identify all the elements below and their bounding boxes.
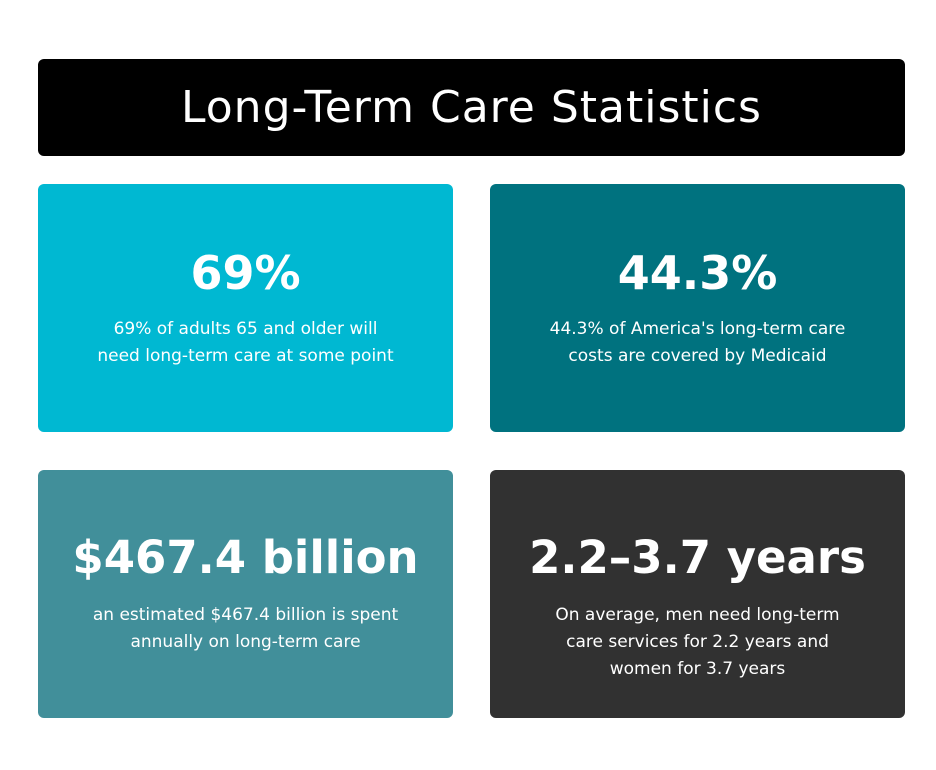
- stat-description: On average, men need long-term care serv…: [510, 602, 885, 683]
- page-title: Long-Term Care Statistics: [181, 82, 762, 133]
- stat-description-line: need long-term care at some point: [97, 346, 394, 366]
- stat-value: 2.2–3.7 years: [529, 531, 866, 584]
- stat-description: an estimated $467.4 billion is spent ann…: [58, 602, 433, 656]
- stat-description-line: 44.3% of America's long-term care: [549, 319, 846, 339]
- stat-value: 44.3%: [617, 246, 778, 300]
- stat-card-care-duration: 2.2–3.7 years On average, men need long-…: [490, 470, 905, 718]
- stat-description-line: women for 3.7 years: [609, 659, 786, 679]
- stat-card-annual-spending: $467.4 billion an estimated $467.4 billi…: [38, 470, 453, 718]
- stat-description: 44.3% of America's long-term care costs …: [510, 316, 885, 370]
- stat-value: $467.4 billion: [72, 531, 419, 584]
- stat-description-line: On average, men need long-term: [555, 605, 840, 625]
- stat-description-line: costs are covered by Medicaid: [568, 346, 827, 366]
- stat-description: 69% of adults 65 and older will need lon…: [58, 316, 433, 370]
- stat-description-line: 69% of adults 65 and older will: [113, 319, 378, 339]
- stat-card-adults-need-care: 69% 69% of adults 65 and older will need…: [38, 184, 453, 432]
- stat-description-line: care services for 2.2 years and: [566, 632, 829, 652]
- stat-description-line: annually on long-term care: [130, 632, 361, 652]
- stat-card-medicaid-coverage: 44.3% 44.3% of America's long-term care …: [490, 184, 905, 432]
- stat-description-line: an estimated $467.4 billion is spent: [92, 605, 399, 625]
- stat-value: 69%: [190, 246, 301, 300]
- title-banner: Long-Term Care Statistics: [38, 59, 905, 156]
